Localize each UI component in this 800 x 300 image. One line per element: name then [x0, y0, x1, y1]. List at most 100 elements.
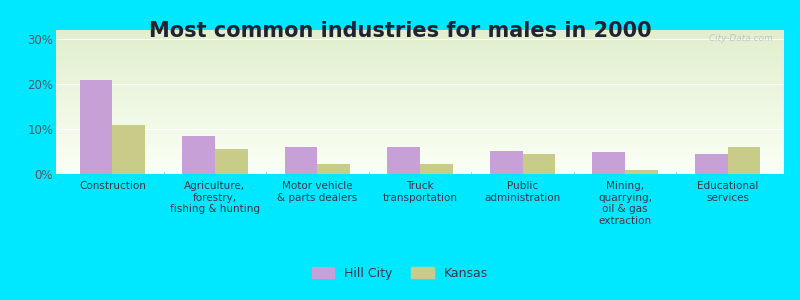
Bar — [56, 134, 784, 135]
Bar — [490, 151, 522, 174]
Bar — [56, 112, 784, 113]
Bar — [318, 164, 350, 174]
Bar — [56, 124, 784, 125]
Bar — [56, 115, 784, 116]
Bar — [56, 131, 784, 132]
Bar — [56, 157, 784, 158]
Text: City-Data.com: City-Data.com — [706, 34, 773, 43]
Bar — [56, 165, 784, 167]
Bar — [56, 140, 784, 141]
Bar — [56, 86, 784, 88]
Bar — [56, 161, 784, 163]
Bar — [56, 53, 784, 55]
Bar — [56, 91, 784, 92]
Bar — [56, 64, 784, 66]
Bar — [56, 136, 784, 138]
Bar — [56, 145, 784, 147]
Bar — [56, 89, 784, 91]
Bar — [56, 85, 784, 86]
Bar — [56, 63, 784, 64]
Bar — [56, 55, 784, 56]
Bar — [56, 100, 784, 102]
Bar — [56, 142, 784, 144]
Bar — [56, 147, 784, 148]
Bar — [56, 95, 784, 96]
Bar — [420, 164, 453, 174]
Bar — [56, 141, 784, 142]
Bar — [56, 128, 784, 129]
Bar — [56, 79, 784, 80]
Bar — [56, 68, 784, 69]
Bar — [56, 170, 784, 171]
Bar — [56, 151, 784, 152]
Bar — [56, 154, 784, 155]
Bar — [56, 36, 784, 37]
Bar — [56, 40, 784, 41]
Bar — [728, 147, 761, 174]
Bar — [56, 125, 784, 127]
Bar — [56, 76, 784, 77]
Text: Most common industries for males in 2000: Most common industries for males in 2000 — [149, 21, 651, 41]
Bar — [56, 172, 784, 174]
Bar — [694, 154, 728, 174]
Bar — [56, 99, 784, 100]
Bar — [56, 119, 784, 121]
Bar — [56, 148, 784, 149]
Bar — [56, 93, 784, 95]
Bar — [56, 144, 784, 145]
Bar — [56, 57, 784, 59]
Bar — [56, 88, 784, 89]
Bar — [56, 34, 784, 36]
Bar — [387, 147, 420, 174]
Bar — [56, 39, 784, 40]
Bar — [56, 102, 784, 104]
Bar — [56, 121, 784, 122]
Bar — [56, 106, 784, 108]
Bar — [56, 160, 784, 161]
Bar — [182, 136, 215, 174]
Bar — [56, 127, 784, 128]
Bar — [56, 49, 784, 50]
Bar — [56, 82, 784, 83]
Bar — [592, 152, 625, 174]
Bar — [625, 169, 658, 174]
Bar — [56, 80, 784, 82]
Bar — [56, 118, 784, 119]
Bar — [56, 132, 784, 134]
Bar — [56, 152, 784, 154]
Bar — [56, 52, 784, 53]
Legend: Hill City, Kansas: Hill City, Kansas — [307, 262, 493, 285]
Bar — [56, 135, 784, 136]
Bar — [56, 32, 784, 33]
Bar — [56, 103, 784, 105]
Bar — [56, 113, 784, 115]
Bar — [56, 77, 784, 79]
Bar — [56, 50, 784, 52]
Bar — [56, 155, 784, 157]
Bar — [56, 75, 784, 76]
Bar — [56, 92, 784, 93]
Bar — [56, 158, 784, 160]
Bar — [56, 73, 784, 75]
Bar — [522, 154, 555, 174]
Bar — [56, 30, 784, 31]
Bar — [56, 41, 784, 43]
Bar — [112, 124, 146, 174]
Bar — [215, 149, 248, 174]
Bar — [56, 69, 784, 70]
Bar — [56, 66, 784, 68]
Bar — [56, 44, 784, 46]
Bar — [56, 83, 784, 85]
Bar — [56, 47, 784, 49]
Bar — [56, 70, 784, 72]
Bar — [56, 72, 784, 73]
Bar — [56, 138, 784, 140]
Bar — [56, 171, 784, 172]
Bar — [56, 46, 784, 47]
Bar — [56, 163, 784, 164]
Bar — [56, 108, 784, 109]
Bar — [56, 167, 784, 168]
Bar — [56, 168, 784, 170]
Bar — [56, 109, 784, 111]
Bar — [56, 129, 784, 131]
